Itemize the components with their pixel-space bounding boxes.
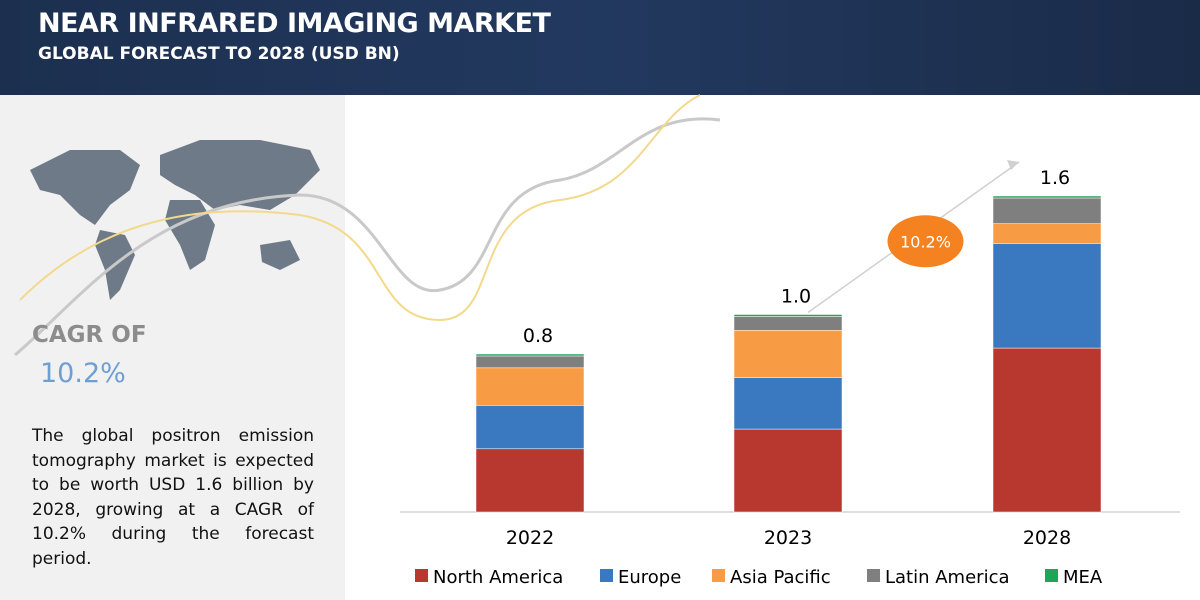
bar-segment	[733, 314, 843, 317]
legend-swatch	[600, 569, 613, 582]
bar-segment	[992, 197, 1102, 224]
cagr-heading: CAGR OF	[32, 322, 147, 348]
header: NEAR INFRARED IMAGING MARKET GLOBAL FORE…	[0, 0, 1200, 95]
bar-segment	[475, 448, 585, 513]
cagr-value: 10.2%	[40, 358, 126, 389]
subtitle: GLOBAL FORECAST TO 2028 (USD BN)	[38, 44, 400, 64]
legend-swatch	[1045, 569, 1058, 582]
cagr-bubble	[887, 215, 964, 268]
bar-segment	[475, 367, 585, 406]
legend-label: North America	[433, 567, 563, 588]
bar-segment	[733, 377, 843, 430]
bar-segment	[992, 223, 1102, 244]
x-tick-label: 2022	[506, 527, 554, 549]
total-label: 1.0	[781, 286, 811, 308]
world-map	[30, 140, 320, 300]
decor-curve	[14, 117, 721, 357]
bar-segment	[992, 195, 1102, 199]
cagr-arrowhead	[1007, 160, 1019, 170]
legend-swatch	[712, 569, 725, 582]
legend-swatch	[415, 569, 428, 582]
decor-curve	[19, 94, 701, 322]
total-label: 1.6	[1040, 167, 1070, 189]
bar-segment	[733, 316, 843, 331]
bar-segment	[733, 428, 843, 513]
legend-label: Asia Pacific	[730, 567, 831, 588]
bar-segment	[733, 330, 843, 378]
bar-segment	[475, 353, 585, 357]
total-label: 0.8	[523, 325, 553, 347]
bar-segment	[992, 243, 1102, 349]
description: The global positron emission tomography …	[32, 426, 314, 569]
bar-segment	[475, 355, 585, 369]
legend-label: Europe	[618, 567, 681, 588]
x-tick-label: 2028	[1023, 527, 1071, 549]
legend-swatch	[867, 569, 880, 582]
x-tick-label: 2023	[764, 527, 812, 549]
bar-segment	[475, 405, 585, 450]
legend-label: MEA	[1063, 567, 1103, 588]
legend-label: Latin America	[885, 567, 1010, 588]
cagr-bubble-label: 10.2%	[900, 232, 951, 251]
bar-segment	[992, 347, 1102, 513]
title: NEAR INFRARED IMAGING MARKET	[38, 8, 551, 39]
